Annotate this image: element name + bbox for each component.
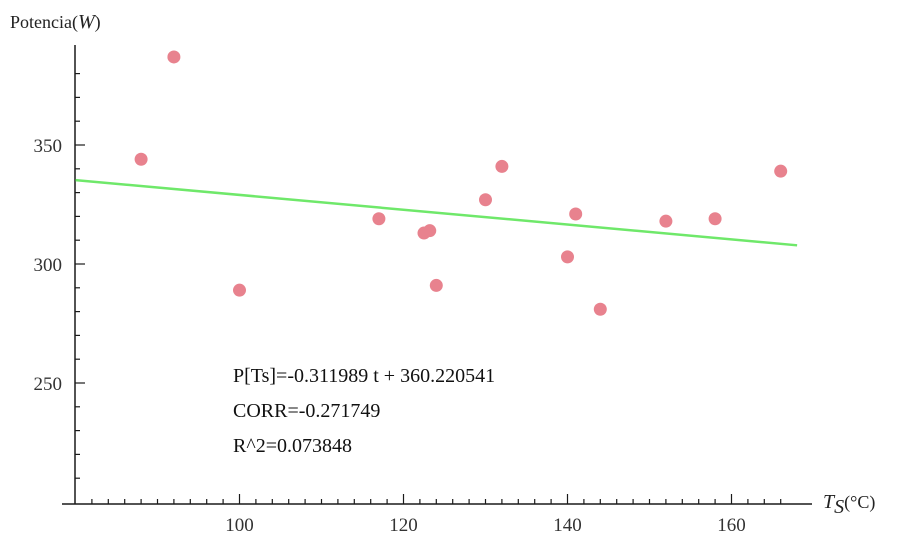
x-tick-label: 160 [717, 515, 746, 535]
data-point [495, 159, 509, 173]
y-axis-title-suffix: ) [95, 12, 101, 33]
data-point [659, 214, 673, 228]
data-point [167, 50, 181, 64]
data-point [774, 164, 788, 178]
x-tick-label: 140 [553, 515, 582, 535]
data-point [134, 152, 148, 166]
x-axis-title-unit: (°C) [844, 492, 875, 513]
correlation-annotation: CORR=-0.271749 [233, 400, 380, 422]
x-axis-title: TS(°C) [823, 491, 875, 518]
x-axis-title-symbol: T [823, 491, 836, 513]
y-axis-title: Potencia(W) [10, 11, 101, 33]
data-point [561, 250, 574, 264]
data-point [429, 278, 443, 292]
y-axis-title-prefix: Potencia( [10, 12, 78, 33]
data-point [569, 207, 583, 221]
fit-line-layer [75, 178, 798, 247]
regression-line [75, 178, 798, 247]
data-point [233, 283, 246, 297]
data-point [708, 212, 722, 226]
data-point [593, 302, 607, 316]
r-squared-annotation: R^2=0.073848 [233, 435, 352, 457]
x-tick-label: 120 [389, 515, 418, 535]
equation-annotation: P[Ts]=-0.311989 t + 360.220541 [233, 365, 495, 387]
ticks-layer: 100 120 140 160 250 300 350 [34, 72, 782, 535]
y-tick-label: 250 [34, 374, 63, 395]
y-tick-label: 350 [34, 136, 63, 157]
x-tick-label: 100 [225, 515, 254, 535]
data-point [423, 224, 437, 238]
y-axis-title-unit: W [78, 11, 97, 33]
y-tick-label: 300 [34, 255, 63, 276]
data-point [479, 193, 492, 207]
data-point [372, 212, 386, 226]
points-layer [134, 50, 788, 316]
x-axis-title-subscript: S [834, 496, 844, 518]
